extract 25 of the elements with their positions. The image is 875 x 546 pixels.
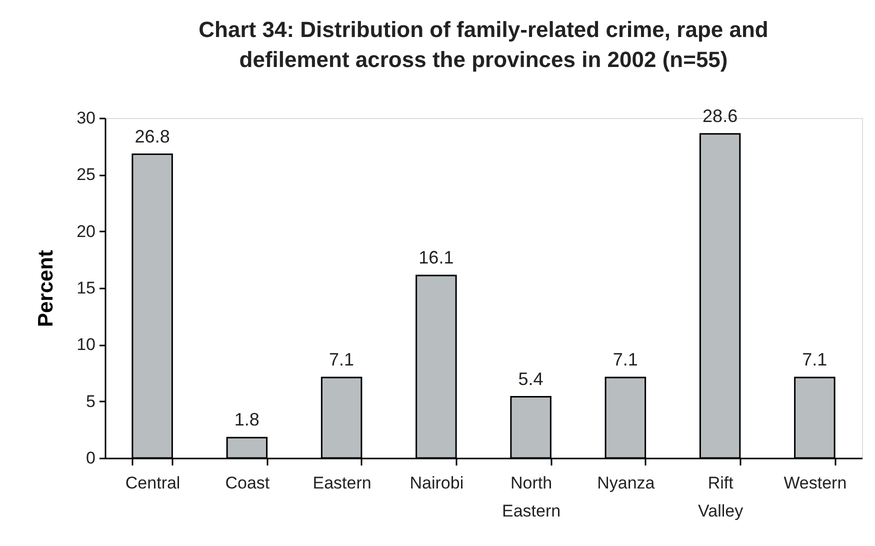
x-tick-label: Western	[784, 474, 847, 492]
x-tick-label: Rift Valley	[698, 474, 744, 520]
x-tick-label: Nyanza	[597, 474, 656, 492]
data-label: 16.1	[418, 248, 454, 268]
x-tick-label: Eastern	[312, 474, 372, 492]
data-label: 7.1	[802, 350, 828, 370]
data-label: 26.8	[134, 126, 170, 146]
chart-title: Chart 34: Distribution of family-related crime, rape and defilement across the provinces in 2002 (n=55)	[198, 16, 768, 72]
y-tick-label: 25	[76, 165, 96, 184]
data-label: 5.4	[518, 368, 544, 389]
data-label: 1.8	[234, 410, 260, 430]
x-tick-label: North Eastern	[502, 474, 561, 520]
y-axis-title: Percent	[34, 250, 58, 328]
x-tick-label: Central	[125, 474, 180, 492]
y-tick-label: 5	[86, 392, 96, 411]
y-tick-label: 0	[86, 448, 96, 468]
data-label: 7.1	[612, 350, 638, 370]
x-tick-label: Nairobi	[410, 474, 464, 492]
y-tick-label: 15	[76, 278, 96, 298]
y-tick-label: 10	[76, 335, 96, 354]
y-tick-label: 20	[76, 222, 96, 241]
data-label: 28.6	[702, 106, 738, 126]
y-tick-label: 30	[76, 108, 96, 128]
x-tick-label: Coast	[225, 474, 270, 492]
data-label: 7.1	[329, 350, 354, 370]
